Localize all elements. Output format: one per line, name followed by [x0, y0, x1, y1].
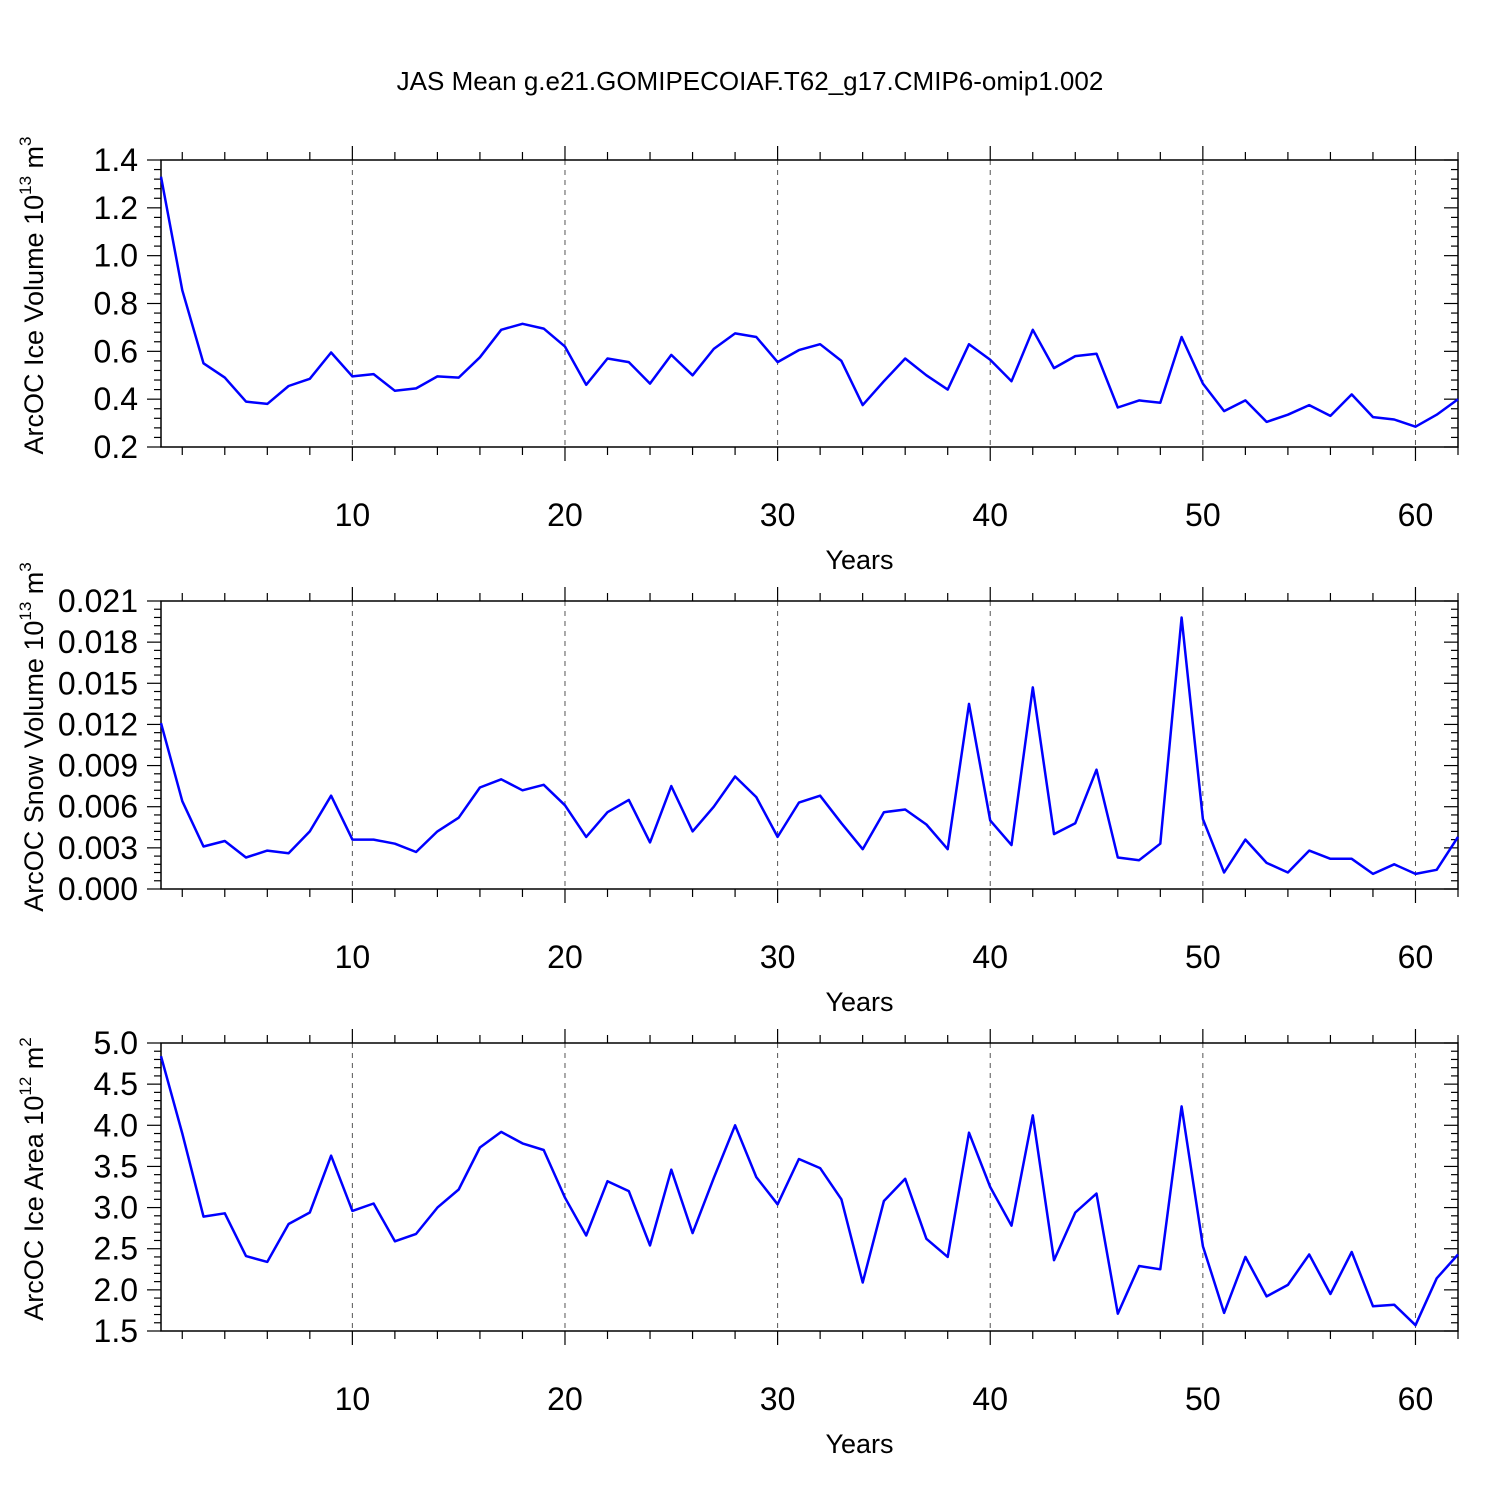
x-tick-label: 60 [1398, 497, 1434, 533]
x-tick-label: 30 [760, 497, 796, 533]
y-tick-label: 4.5 [94, 1066, 138, 1102]
y-tick-label: 1.5 [94, 1313, 138, 1349]
y-tick-label: 0.4 [94, 381, 138, 417]
y-axis-label: ArcOC Ice Volume 1013 m3 [16, 136, 49, 454]
y-tick-label: 3.0 [94, 1190, 138, 1226]
x-tick-label: 60 [1398, 1381, 1434, 1417]
x-axis-label: Years [825, 987, 893, 1017]
x-tick-label: 40 [972, 939, 1008, 975]
x-axis-label: Years [825, 1429, 893, 1459]
plot-frame [160, 600, 1459, 890]
panel-2: 0.000 0.003 0.006 0.009 0.012 0.015 0.018 0.021… [16, 562, 1460, 1017]
y-tick-label: 0.6 [94, 333, 138, 369]
y-tick-label: 0.015 [58, 665, 138, 701]
y-axis-label: ArcOC Snow Volume 1013 m3 [16, 562, 49, 912]
x-tick-label: 30 [760, 1381, 796, 1417]
x-tick-label: 20 [547, 497, 583, 533]
x-tick-label: 50 [1185, 497, 1221, 533]
x-axis-label: Years [825, 545, 893, 575]
x-tick-label: 40 [972, 1381, 1008, 1417]
series-line [159, 176, 1459, 428]
panels: 0.2 0.4 0.6 0.8 1.0 1.2 1.4 10 20 30 40 50 60 Years Ar… [16, 136, 1460, 1459]
y-tick-label: 0.018 [58, 624, 138, 660]
x-tick-label: 50 [1185, 1381, 1221, 1417]
plot-frame [160, 159, 1459, 448]
x-tick-label: 20 [547, 939, 583, 975]
y-tick-label: 3.5 [94, 1148, 138, 1184]
x-tick-label: 50 [1185, 939, 1221, 975]
y-tick-label: 1.0 [94, 238, 138, 274]
y-tick-label: 0.006 [58, 789, 138, 825]
y-tick-label: 5.0 [94, 1025, 138, 1061]
y-tick-label: 0.2 [94, 429, 138, 465]
y-tick-label: 1.4 [94, 142, 138, 178]
y-tick-label: 0.009 [58, 748, 138, 784]
y-tick-label: 1.2 [94, 190, 138, 226]
x-tick-label: 20 [547, 1381, 583, 1417]
x-tick-label: 40 [972, 497, 1008, 533]
figure-title: JAS Mean g.e21.GOMIPECOIAF.T62_g17.CMIP6… [397, 66, 1104, 96]
series-line [159, 1055, 1459, 1327]
x-tick-label: 60 [1398, 939, 1434, 975]
y-tick-label: 2.0 [94, 1272, 138, 1308]
panel-1: 0.2 0.4 0.6 0.8 1.0 1.2 1.4 10 20 30 40 50 60 Years Ar… [16, 136, 1459, 575]
panel-3: 1.5 2.0 2.5 3.0 3.5 4.0 4.5 5.0 10 20 30 40 50 60 Year… [16, 1025, 1459, 1459]
x-tick-label: 10 [335, 497, 371, 533]
series-line [159, 616, 1460, 876]
x-tick-label: 10 [335, 1381, 371, 1417]
y-tick-label: 4.0 [94, 1107, 138, 1143]
y-tick-label: 0.012 [58, 706, 138, 742]
y-tick-label: 0.8 [94, 286, 138, 322]
y-tick-label: 2.5 [94, 1231, 138, 1267]
y-axis-label: ArcOC Ice Area 1012 m2 [16, 1037, 49, 1321]
y-tick-label: 0.021 [58, 583, 138, 619]
y-tick-label: 0.003 [58, 830, 138, 866]
plot-frame [160, 1042, 1459, 1332]
y-tick-label: 0.000 [58, 871, 138, 907]
x-tick-label: 10 [335, 939, 371, 975]
x-tick-label: 30 [760, 939, 796, 975]
